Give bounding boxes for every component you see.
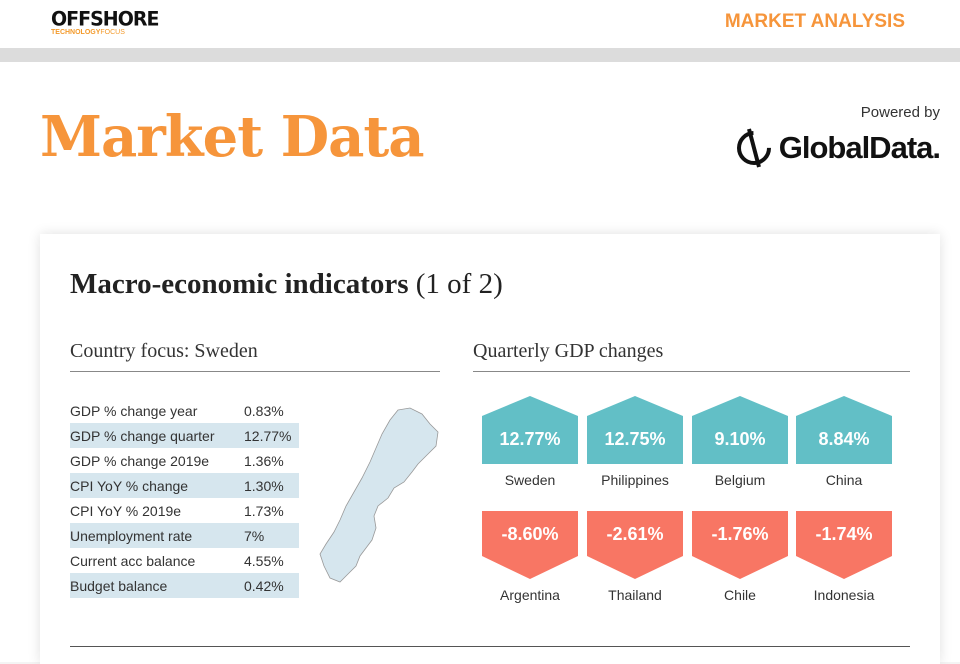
country-name: Belgium [714,472,766,488]
indicator-value: 1.30% [244,477,284,494]
gdp-tile-positive: 12.75% Philippines [587,396,683,488]
indicator-row: GDP % change year 0.83% [70,398,299,423]
powered-by: Powered by [860,104,940,121]
gdp-tile-positive: 12.77% Sweden [482,396,578,488]
gdp-value: -2.61% [606,524,664,544]
indicator-row: Budget balance 0.42% [70,573,299,598]
indicator-value: 4.55% [244,552,284,569]
sweden-map [319,407,439,583]
gdp-value: -1.76% [711,524,769,544]
country-name: Sweden [504,472,556,488]
logo-sub: TECHNOLOGYFOCUS [51,29,125,36]
indicator-label: Current acc balance [70,552,196,569]
indicator-row: Unemployment rate 7% [70,523,299,548]
gdp-value: 12.75% [604,429,666,449]
indicator-label: GDP % change 2019e [70,452,210,469]
globaldata-logo: GlobalData. [735,126,941,170]
top-bar: OFFSHORE TECHNOLOGYFOCUS MARKET ANALYSIS [0,0,960,48]
divider [70,646,910,647]
gdp-tile-negative: -2.61% Thailand [587,511,683,603]
country-name: Chile [724,587,756,603]
gdp-tile-negative: -1.76% Chile [692,511,788,603]
indicator-table: GDP % change year 0.83% GDP % change quart… [70,398,299,598]
globaldata-icon [736,128,771,168]
indicator-row: GDP % change quarter 12.77% [70,423,299,448]
indicator-label: Budget balance [70,577,168,594]
indicator-value: 12.77% [244,427,292,444]
indicator-label: Unemployment rate [70,527,193,544]
arrow-down-shape [796,511,892,579]
arrow-up-shape [692,396,788,464]
content: Market Data Powered by GlobalData. Macro… [0,62,960,664]
arrow-down-shape [587,511,683,579]
country-focus-heading: Country focus: Sweden [70,340,440,372]
gdp-value: -8.60% [501,524,559,544]
divider-bar [0,48,960,62]
arrow-down-shape [482,511,578,579]
indicator-label: CPI YoY % 2019e [70,502,182,519]
gdp-value: 12.77% [499,429,561,449]
indicator-label: GDP % change quarter [70,427,215,444]
page-title: Market Data [40,104,425,170]
country-name: Thailand [608,587,662,603]
gdp-value: -1.74% [815,524,873,544]
country-name: China [825,472,863,488]
indicator-value: 0.83% [244,402,284,419]
gdp-tile-negative: -8.60% Argentina [482,511,578,603]
arrow-up-shape [482,396,578,464]
indicator-row: CPI YoY % 2019e 1.73% [70,498,299,523]
arrow-up-shape [796,396,892,464]
country-name: Philippines [601,472,669,488]
indicator-value: 7% [244,527,265,544]
gdp-tile-positive: 9.10% Belgium [692,396,788,488]
card-title: Macro-economic indicators (1 of 2) [70,268,503,300]
gdp-heading: Quarterly GDP changes [473,340,910,372]
country-name: Indonesia [813,587,875,603]
arrow-up-shape [587,396,683,464]
gdp-value: 9.10% [714,429,766,449]
macro-card: Macro-economic indicators (1 of 2) Count… [40,234,940,664]
indicator-row: CPI YoY % change 1.30% [70,473,299,498]
gdp-tile-positive: 8.84% China [796,396,892,488]
brand-name: GlobalData. [778,130,941,165]
arrow-down-shape [692,511,788,579]
logo-main: OFFSHORE [51,7,159,31]
indicator-label: CPI YoY % change [70,477,189,494]
indicator-row: GDP % change 2019e 1.36% [70,448,299,473]
indicator-row: Current acc balance 4.55% [70,548,299,573]
indicator-label: GDP % change year [70,402,198,419]
gdp-value: 8.84% [818,429,870,449]
indicator-value: 0.42% [244,577,284,594]
indicator-value: 1.73% [244,502,284,519]
gdp-tile-negative: -1.74% Indonesia [796,511,892,603]
country-name: Argentina [500,587,560,603]
section-label[interactable]: MARKET ANALYSIS [724,11,905,32]
offshore-logo[interactable]: OFFSHORE TECHNOLOGYFOCUS [51,7,159,37]
indicator-value: 1.36% [244,452,284,469]
